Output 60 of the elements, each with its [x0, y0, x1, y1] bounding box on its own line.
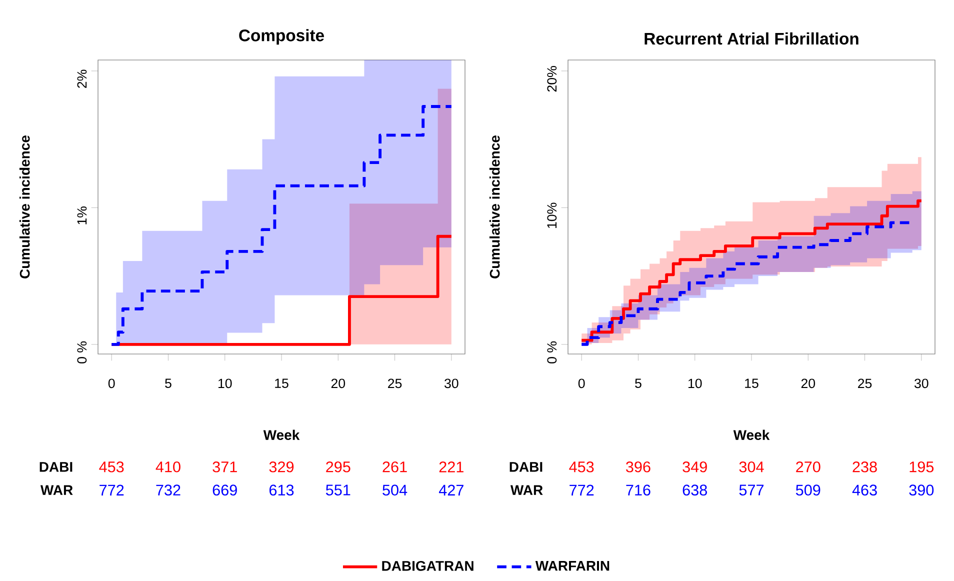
- text: 638: [682, 484, 707, 496]
- x-tick-label: 20: [801, 378, 816, 388]
- x-tick-label: 30: [914, 378, 928, 388]
- chart-title: Recurrent Atrial Fibrillation: [644, 32, 858, 45]
- text: 716: [626, 484, 650, 496]
- text: 427: [438, 484, 464, 496]
- legend-label: DABIGATRAN: [382, 560, 474, 571]
- y-tick-label: 10%: [547, 202, 557, 228]
- y-axis-title: Cumulative incidence: [489, 136, 500, 278]
- x-tick-label: 30: [444, 378, 458, 388]
- text: 772: [570, 484, 594, 496]
- y-tick-label: 20%: [547, 66, 557, 92]
- x-tick-label: 0: [578, 378, 585, 388]
- text: 195: [910, 461, 934, 472]
- text: 613: [269, 484, 294, 496]
- text: 270: [796, 461, 820, 472]
- text: 577: [739, 484, 764, 496]
- text: 238: [852, 461, 877, 472]
- text: 551: [326, 484, 350, 496]
- text: WAR: [510, 485, 543, 495]
- text: 396: [626, 461, 650, 472]
- x-tick-label: 0: [108, 378, 115, 388]
- text: 772: [100, 484, 124, 496]
- y-tick-label: 2%: [77, 70, 87, 88]
- x-axis-title: Week: [263, 430, 300, 440]
- y-tick-label: 1%: [77, 206, 87, 224]
- text: 453: [569, 461, 594, 472]
- text: DABI: [40, 462, 72, 472]
- chart-title: Composite: [239, 29, 324, 45]
- text: 669: [212, 484, 237, 496]
- x-tick-label: 15: [745, 378, 758, 388]
- text: 463: [852, 484, 877, 496]
- text: 453: [99, 461, 124, 472]
- x-tick-label: 25: [858, 378, 872, 388]
- text: 390: [909, 484, 934, 496]
- text: 295: [326, 461, 350, 472]
- text: 304: [739, 461, 764, 472]
- x-axis-title: Week: [733, 430, 770, 440]
- text: 261: [382, 461, 407, 472]
- text: DABI: [510, 462, 542, 472]
- x-tick-label: 5: [165, 378, 172, 388]
- x-tick-label: 5: [635, 378, 642, 388]
- text: 349: [682, 461, 707, 472]
- y-tick-label: 0 %: [77, 341, 87, 364]
- x-tick-label: 15: [275, 378, 288, 388]
- y-tick-label: 0 %: [547, 341, 557, 364]
- legend-label: WARFARIN: [535, 561, 610, 571]
- text: 509: [796, 484, 820, 496]
- x-tick-label: 20: [331, 378, 346, 388]
- x-tick-label: 25: [388, 378, 402, 388]
- x-tick-label: 10: [688, 378, 702, 388]
- x-tick-label: 10: [218, 378, 232, 388]
- y-axis-title: Cumulative incidence: [19, 136, 30, 278]
- text: WAR: [40, 485, 73, 495]
- text: 371: [212, 461, 237, 472]
- text: 504: [382, 484, 408, 496]
- text: 329: [269, 461, 294, 472]
- text: 410: [156, 461, 180, 472]
- text: 221: [439, 462, 464, 472]
- text: 732: [156, 484, 180, 496]
